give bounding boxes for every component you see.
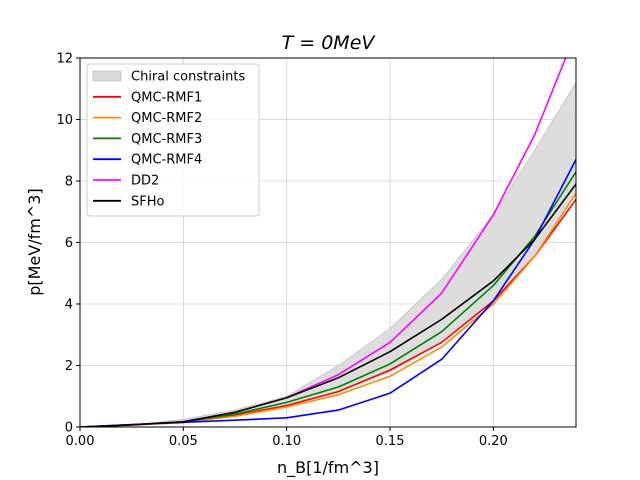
data-layer — [80, 58, 576, 427]
legend-label: QMC-RMF3 — [131, 132, 202, 147]
x-tick-label: 0.10 — [272, 434, 301, 449]
legend-label: QMC-RMF1 — [131, 90, 202, 105]
x-tick-label: 0.05 — [169, 434, 198, 449]
series-line-sfho — [80, 183, 576, 427]
legend-label: QMC-RMF2 — [131, 111, 202, 126]
legend: Chiral constraints QMC-RMF1 QMC-RMF2 QMC-RM… — [86, 63, 260, 217]
legend-swatch-band — [92, 70, 122, 82]
y-tick-label: 2 — [65, 359, 73, 374]
y-tick-label: 6 — [65, 236, 73, 251]
y-tick-label: 8 — [65, 175, 73, 190]
legend-label: DD2 — [131, 174, 159, 189]
x-tick-label: 0.15 — [376, 434, 405, 449]
y-tick-label: 12 — [56, 52, 73, 67]
chart-title: T = 0MeV — [282, 32, 377, 54]
y-tick-label: 10 — [56, 113, 73, 128]
axes: 0.00 0.05 0.10 0.15 0.20 0 2 4 6 8 10 12 — [56, 52, 507, 450]
y-tick-label: 0 — [65, 421, 73, 436]
x-tick-label: 0.00 — [66, 434, 95, 449]
legend-box — [86, 63, 260, 217]
legend-label: Chiral constraints — [131, 70, 245, 85]
y-axis-title: p[MeV/fm^3] — [25, 188, 44, 295]
y-tick-label: 4 — [65, 298, 73, 313]
legend-label: SFHo — [131, 194, 165, 209]
x-tick-label: 0.20 — [479, 434, 508, 449]
legend-label: QMC-RMF4 — [131, 153, 202, 168]
x-axis-title: n_B[1/fm^3] — [277, 458, 379, 478]
